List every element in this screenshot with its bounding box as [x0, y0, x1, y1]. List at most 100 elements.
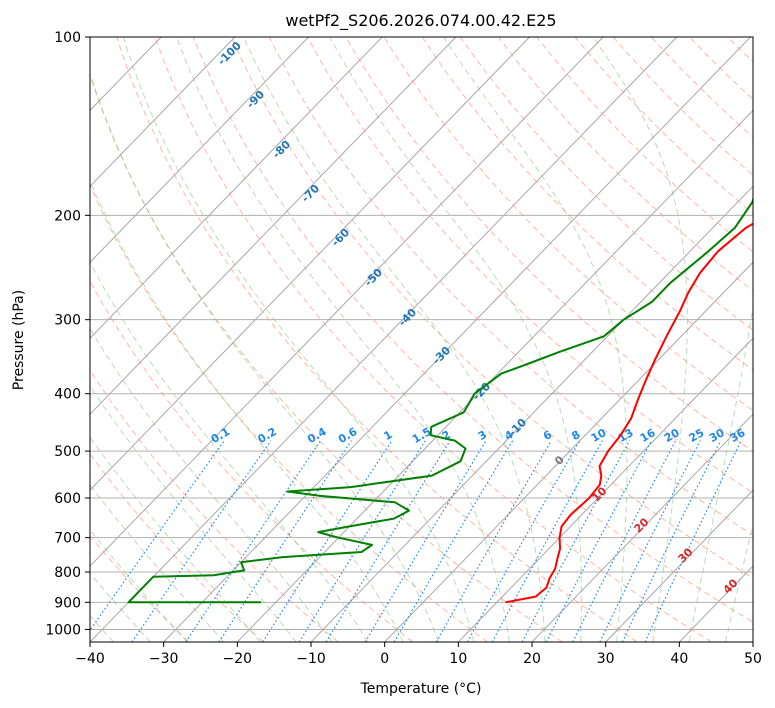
dry-adiabat-line	[766, 37, 775, 642]
y-tick-label: 500	[54, 444, 81, 460]
dry-adiabat-label: -50	[362, 266, 385, 289]
mixing-ratio-line	[325, 440, 451, 642]
dry-adiabat-label: -90	[244, 88, 267, 111]
moist-adiabat-line	[176, 37, 510, 642]
moist-adiabat-line	[90, 384, 297, 642]
dry-adiabat-label: -100	[215, 39, 244, 68]
x-tick-label: 0	[380, 651, 389, 667]
mixing-ratio-line	[393, 440, 514, 642]
dry-adiabat-line	[90, 453, 264, 642]
y-tick-label: 400	[54, 387, 81, 403]
dry-adiabat-line	[650, 37, 753, 138]
y-tick-label: 200	[54, 208, 81, 224]
x-tick-label: −30	[149, 651, 179, 667]
moist-adiabat-line	[329, 37, 582, 642]
y-axis: 100 200 300 400 500 600 700 800 900 1000	[45, 30, 90, 638]
mixing-ratio-label: 2	[440, 428, 453, 443]
dry-adiabat-line	[498, 37, 753, 292]
dry-adiabat-label: -70	[299, 182, 322, 205]
dry-adiabat-line	[90, 535, 190, 642]
x-tick-label: 30	[597, 651, 615, 667]
dry-adiabat-line	[307, 37, 753, 494]
mixing-ratio-line	[262, 440, 393, 642]
x-axis-label: Temperature (°C)	[360, 681, 482, 697]
moist-adiabat-line	[90, 436, 261, 642]
dry-adiabat-label: -40	[396, 306, 419, 329]
isotherm-gridline	[457, 337, 753, 642]
y-tick-label: 600	[54, 491, 81, 507]
dry-adiabat-line	[269, 37, 753, 536]
x-tick-label: 10	[449, 651, 467, 667]
plot-area: 0.1 0.2 0.4 0.6 1 1.5 2 3 4 6 8 10 13 16 20 25 30 36-100-…	[90, 37, 775, 642]
moist-adiabat-line	[725, 523, 753, 642]
mixing-ratio-line	[644, 440, 742, 642]
isotherm-gridline	[90, 37, 457, 415]
isotherm-gridline	[90, 37, 309, 263]
moist-adiabat-line	[90, 484, 225, 642]
mixing-ratio-line	[185, 440, 322, 642]
moist-adiabat-line	[442, 37, 628, 642]
dry-adiabat-line	[536, 37, 753, 253]
isotherm-gridline	[310, 185, 753, 642]
moist-adiabat-line	[592, 37, 688, 642]
dry-adiabat-line	[192, 37, 753, 623]
temperature-profile-line	[505, 222, 753, 604]
dry-adiabat-line	[90, 280, 414, 642]
moist-adiabat-line	[90, 71, 439, 642]
x-tick-label: −40	[75, 651, 105, 667]
isotherm-gridline	[531, 413, 753, 642]
x-tick-label: 50	[744, 651, 762, 667]
y-tick-label: 700	[54, 531, 81, 547]
moist-adiabat-line	[243, 37, 546, 642]
moist-adiabat-line	[122, 37, 475, 642]
isotherm-gridline	[752, 641, 753, 642]
moist-adiabat-label: 40	[721, 576, 741, 596]
isotherm-gridline	[90, 37, 678, 642]
x-axis: −40 −30 −20 −10 0 10 20 30 40 50	[75, 642, 762, 667]
dry-adiabat-label: -60	[329, 226, 352, 249]
dry-adiabat-line	[90, 73, 563, 642]
mixing-ratio-label: 30	[707, 426, 727, 445]
y-tick-label: 900	[54, 595, 81, 611]
y-tick-label: 100	[54, 30, 81, 46]
chart-title: wetPf2_S206.2026.074.00.42.E25	[285, 11, 556, 31]
dewpoint-profile-line	[127, 196, 753, 604]
mixing-ratio-line	[218, 440, 352, 642]
moist-adiabat-line	[90, 529, 188, 642]
moist-adiabat-line	[688, 304, 753, 642]
y-tick-label: 800	[54, 565, 81, 581]
mixing-ratio-line	[435, 440, 552, 642]
dry-adiabat-line	[90, 184, 488, 642]
x-tick-label: −20	[223, 651, 253, 667]
mixing-ratio-label: 25	[687, 426, 707, 445]
dry-adiabat-label: -80	[270, 138, 293, 161]
mixing-ratio-line	[298, 440, 426, 642]
mixing-ratio-label: 13	[616, 426, 636, 445]
y-axis-label: Pressure (hPa)	[11, 290, 27, 390]
isotherm-gridline	[236, 109, 753, 642]
isotherm-gridline	[605, 489, 753, 642]
mixing-ratio-line	[599, 440, 701, 642]
isotherm-gridline	[163, 37, 751, 642]
mixing-ratio-label: 0.4	[305, 425, 329, 446]
x-tick-label: 20	[523, 651, 541, 667]
moist-adiabat-label: 30	[676, 545, 696, 565]
dry-adiabat-line	[689, 37, 753, 101]
dry-adiabat-line	[116, 37, 638, 642]
mixing-ratio-line	[521, 440, 631, 642]
y-tick-label: 1000	[45, 622, 81, 638]
mixing-ratio-label: 1	[382, 428, 395, 443]
mixing-ratio-label: 3	[476, 428, 489, 443]
mixing-ratio-line	[131, 440, 272, 642]
mixing-ratio-line	[364, 440, 487, 642]
x-tick-label: 40	[670, 651, 688, 667]
isotherm-gridline	[384, 261, 753, 642]
plot-frame	[89, 36, 754, 643]
moist-adiabat-line	[90, 261, 369, 642]
mixing-ratio-line	[621, 440, 722, 642]
moist-adiabat-label: 20	[632, 515, 652, 535]
mixing-ratio-label: 0.2	[255, 425, 278, 446]
isotherm-gridline	[90, 37, 236, 188]
mixing-ratio-label: 0.6	[336, 425, 360, 446]
